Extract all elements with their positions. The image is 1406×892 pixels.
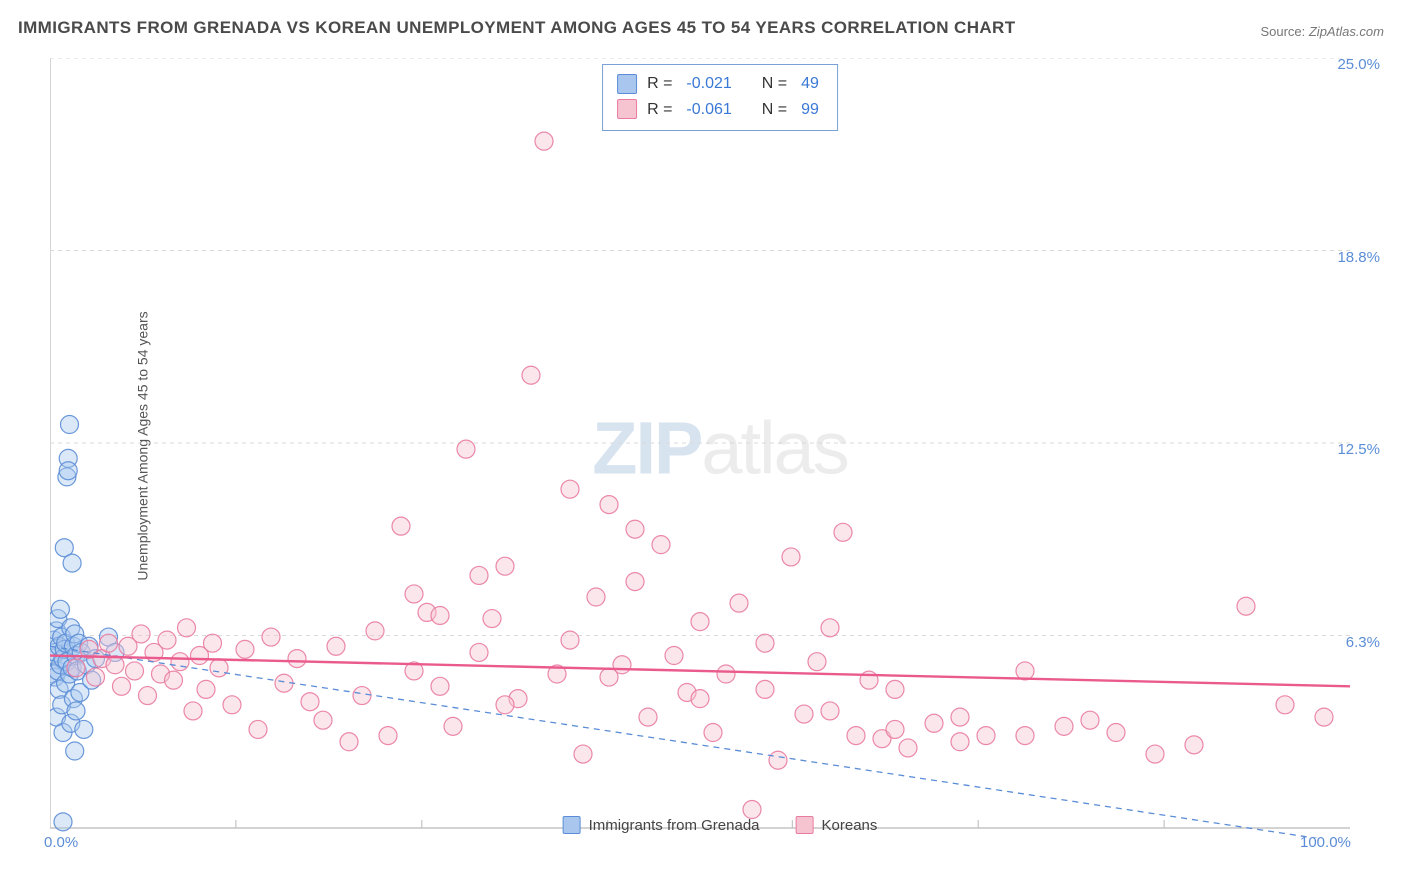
n-label: N =: [762, 71, 787, 97]
correlation-legend: R = -0.021 N = 49 R = -0.061 N = 99: [602, 64, 838, 131]
legend-swatch-icon: [563, 816, 581, 834]
legend-label: Immigrants from Grenada: [589, 817, 760, 834]
n-label: N =: [762, 97, 787, 123]
y-tick-label: 12.5%: [1337, 441, 1380, 458]
legend-swatch-icon: [796, 816, 814, 834]
scatter-chart: [50, 58, 1390, 838]
n-value: 49: [801, 71, 819, 97]
y-tick-label: 18.8%: [1337, 249, 1380, 266]
legend-item-koreans: Koreans: [796, 816, 878, 834]
r-value: -0.021: [686, 71, 731, 97]
legend-label: Koreans: [822, 817, 878, 834]
plot-area: ZIPatlas R = -0.021 N = 49 R = -0.061 N …: [50, 58, 1390, 838]
series-legend: Immigrants from Grenada Koreans: [563, 816, 878, 834]
legend-row: R = -0.021 N = 49: [617, 71, 823, 97]
r-value: -0.061: [686, 97, 731, 123]
source-attribution: Source: ZipAtlas.com: [1260, 24, 1384, 39]
legend-swatch-koreans: [617, 99, 637, 119]
legend-swatch-grenada: [617, 74, 637, 94]
x-tick-label: 0.0%: [44, 834, 78, 851]
r-label: R =: [647, 97, 672, 123]
legend-item-grenada: Immigrants from Grenada: [563, 816, 760, 834]
y-tick-label: 6.3%: [1346, 634, 1380, 651]
legend-row: R = -0.061 N = 99: [617, 97, 823, 123]
chart-title: IMMIGRANTS FROM GRENADA VS KOREAN UNEMPL…: [18, 18, 1016, 38]
source-label: Source:: [1260, 24, 1308, 39]
x-tick-label: 100.0%: [1300, 834, 1351, 851]
source-name: ZipAtlas.com: [1309, 24, 1384, 39]
r-label: R =: [647, 71, 672, 97]
n-value: 99: [801, 97, 819, 123]
y-tick-label: 25.0%: [1337, 56, 1380, 73]
